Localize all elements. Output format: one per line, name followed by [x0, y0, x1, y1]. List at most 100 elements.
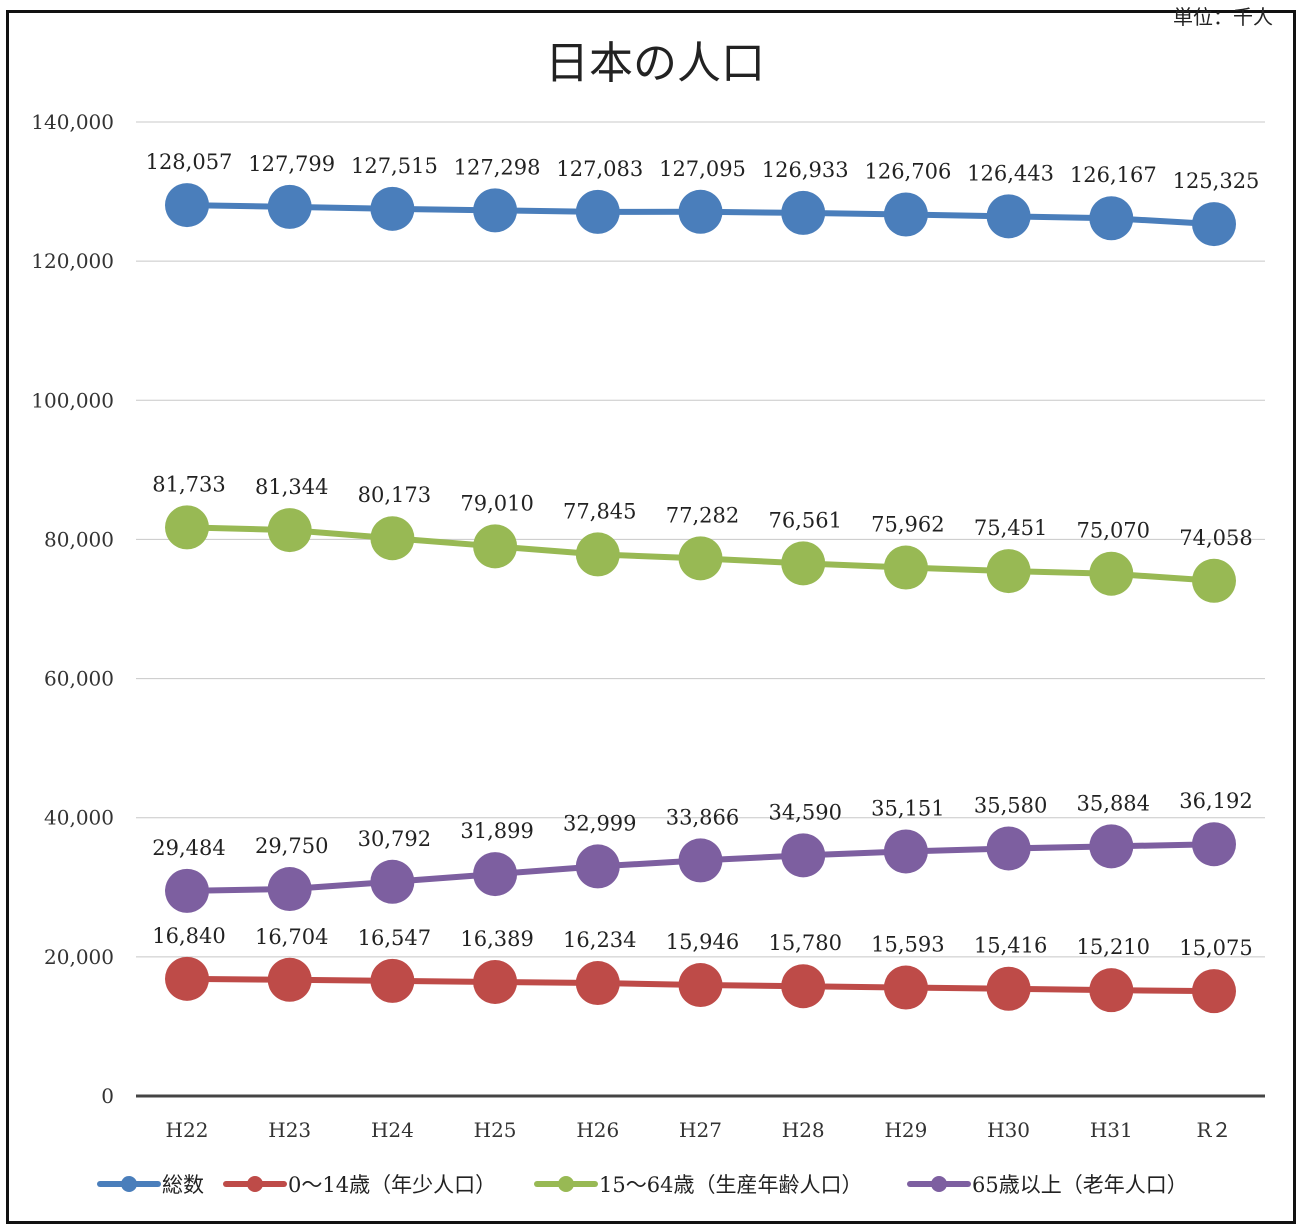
data-point [575, 189, 620, 234]
data-label: 77,282 [666, 503, 739, 527]
data-point [678, 189, 723, 234]
data-point [781, 541, 826, 586]
data-point [1089, 968, 1134, 1013]
data-point [678, 536, 723, 581]
data-label: 35,580 [974, 793, 1047, 817]
data-label: 127,298 [454, 155, 541, 179]
data-point [267, 508, 312, 553]
data-label: 75,070 [1077, 519, 1150, 543]
legend: 総数 0～14歳（年少人口） 15～64歳（生産年齢人口） 65歳以上（老年人口） [97, 1173, 1188, 1197]
x-tick-label: H24 [371, 1118, 414, 1142]
data-point [370, 516, 415, 561]
data-point [883, 965, 928, 1010]
x-tick-label: H31 [1090, 1118, 1133, 1142]
legend-swatch-marker [247, 1176, 263, 1192]
data-label: 29,484 [152, 836, 225, 860]
data-point [473, 852, 518, 897]
data-point [883, 829, 928, 874]
data-label: 126,706 [864, 159, 951, 183]
data-label: 16,234 [563, 928, 636, 952]
x-tick-label: H29 [884, 1118, 927, 1142]
series-3: 81,733 81,344 80,173 79,010 77,845 77,282 76,5… [152, 472, 1253, 603]
data-label: 16,389 [460, 927, 533, 951]
data-point [267, 957, 312, 1002]
x-axis-ticks: H22 H23 H24 H25 H26 H27 H28 H29 H30 H31 R２ [166, 1118, 1232, 1142]
grid-lines [136, 121, 1265, 1098]
data-label: 34,590 [768, 800, 841, 824]
data-point [781, 964, 826, 1009]
series-2: 16,840 16,704 16,547 16,389 16,234 15,946 15,7… [152, 924, 1253, 1014]
data-point [986, 194, 1031, 239]
data-point [1192, 558, 1236, 603]
data-label: 81,733 [152, 472, 225, 496]
legend-swatch-marker [121, 1176, 137, 1192]
data-point [267, 867, 312, 912]
x-tick-label: H28 [782, 1118, 825, 1142]
data-label: 127,083 [556, 157, 643, 181]
data-point [986, 966, 1031, 1011]
data-point [678, 963, 723, 1008]
y-tick-label: 120,000 [31, 249, 114, 273]
data-label: 125,325 [1173, 169, 1260, 193]
data-point [1089, 196, 1134, 241]
data-label: 36,192 [1179, 789, 1252, 813]
legend-item-1: 総数 [97, 1173, 204, 1197]
data-point [1089, 551, 1134, 596]
y-tick-label: 140,000 [31, 110, 114, 134]
data-label: 77,845 [563, 499, 636, 523]
data-label: 15,210 [1077, 935, 1150, 959]
data-label: 127,799 [248, 152, 335, 176]
legend-swatch-marker [931, 1176, 947, 1192]
data-point [575, 532, 620, 577]
data-point [986, 549, 1031, 594]
data-point [1192, 822, 1236, 867]
data-point [473, 188, 518, 233]
data-label: 126,443 [967, 161, 1054, 185]
data-label: 126,167 [1070, 163, 1157, 187]
x-tick-label: H25 [474, 1118, 517, 1142]
data-point [165, 505, 209, 550]
legend-item-3: 15～64歳（生産年齢人口） [534, 1173, 862, 1197]
data-label: 127,095 [659, 157, 746, 181]
y-tick-label: 20,000 [44, 945, 114, 969]
y-tick-label: 80,000 [44, 527, 114, 551]
y-tick-label: 100,000 [31, 388, 114, 412]
data-point [883, 192, 928, 237]
data-point [267, 184, 312, 229]
data-label: 75,451 [974, 516, 1047, 540]
data-label: 16,840 [152, 924, 225, 948]
x-tick-label: H23 [268, 1118, 311, 1142]
y-axis-ticks: 0 20,000 40,000 60,000 80,000 100,000 120,000 1… [31, 110, 114, 1108]
legend-label: 0～14歳（年少人口） [288, 1173, 496, 1197]
data-label: 16,704 [255, 925, 328, 949]
data-label: 15,780 [768, 931, 841, 955]
x-tick-label: R２ [1196, 1118, 1231, 1142]
data-point [473, 959, 518, 1004]
data-label: 35,884 [1077, 791, 1150, 815]
legend-label: 15～64歳（生産年齢人口） [599, 1173, 862, 1197]
legend-item-4: 65歳以上（老年人口） [907, 1173, 1188, 1197]
data-point [1192, 202, 1236, 247]
data-label: 76,561 [768, 508, 841, 532]
data-point [370, 186, 415, 231]
data-label: 33,866 [666, 805, 739, 829]
data-point [370, 958, 415, 1003]
data-label: 79,010 [460, 491, 533, 515]
chart-title: 日本の人口 [545, 38, 765, 89]
data-label: 81,344 [255, 475, 328, 499]
data-label: 74,058 [1179, 526, 1252, 550]
data-point [165, 868, 209, 913]
data-point [165, 183, 209, 228]
data-label: 15,075 [1179, 936, 1252, 960]
data-label: 29,750 [255, 834, 328, 858]
data-point [575, 961, 620, 1006]
legend-label: 65歳以上（老年人口） [972, 1173, 1188, 1197]
data-label: 127,515 [351, 154, 438, 178]
legend-label: 総数 [162, 1173, 204, 1197]
data-point [678, 838, 723, 883]
data-point [883, 545, 928, 590]
series-4: 29,484 29,750 30,792 31,899 32,999 33,866 34,5… [152, 789, 1253, 913]
y-tick-label: 0 [101, 1084, 114, 1108]
data-label: 31,899 [460, 819, 533, 843]
